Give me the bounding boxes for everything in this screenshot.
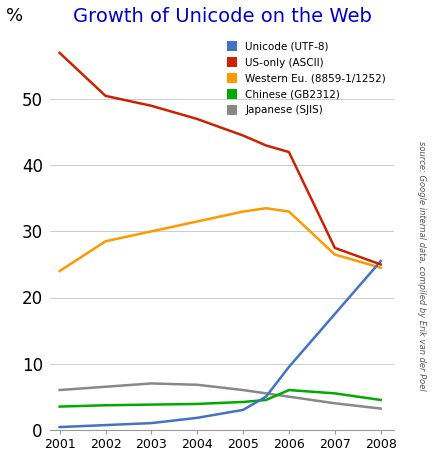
Text: %: %	[6, 7, 23, 25]
Legend: Unicode (UTF-8), US-only (ASCII), Western Eu. (8859-1/1252), Chinese (GB2312), J: Unicode (UTF-8), US-only (ASCII), Wester…	[223, 38, 389, 119]
Text: source: Google internal data, compiled by Erik van der Poel: source: Google internal data, compiled b…	[416, 141, 426, 391]
Title: Growth of Unicode on the Web: Growth of Unicode on the Web	[73, 7, 372, 26]
